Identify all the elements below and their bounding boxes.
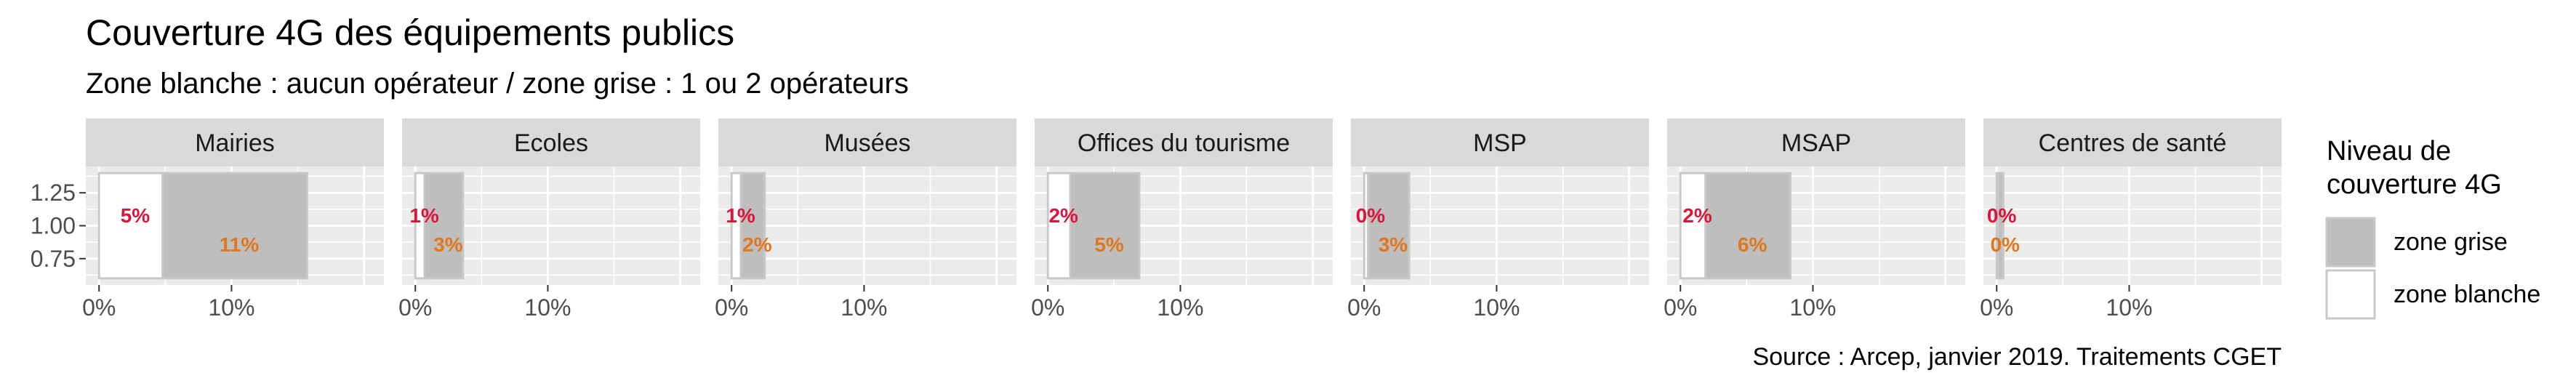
facet-strip: [1983, 118, 2282, 166]
y-tick-label: 0.75: [31, 246, 76, 272]
data-label-zone-grise: 6%: [1738, 233, 1768, 256]
x-tick-label: 10%: [2106, 294, 2152, 321]
facet-strip-label: Centres de santé: [2039, 129, 2227, 157]
data-label-zone-grise: 11%: [220, 233, 260, 256]
data-label-zone-blanche: 0%: [1356, 204, 1386, 227]
bar-zone-blanche: [1679, 172, 1707, 280]
data-label-zone-blanche: 1%: [409, 204, 439, 227]
facet-strip-label: Ecoles: [514, 129, 588, 157]
legend-key-zone-grise: [2325, 217, 2376, 268]
data-label-zone-blanche: 0%: [1987, 204, 2017, 227]
x-tick-label: 0%: [82, 294, 116, 321]
legend-item-label: zone blanche: [2394, 281, 2540, 308]
facet-panel: MSP 0% 3% 0% 10%: [1347, 118, 1649, 321]
data-label-zone-grise: 5%: [1094, 233, 1124, 256]
facet-strip: [86, 118, 384, 166]
chart-caption: Source : Arcep, janvier 2019. Traitement…: [1752, 343, 2282, 371]
bar-zone-grise: [1704, 172, 1791, 280]
facet-strip: [1667, 118, 1965, 166]
facet-panel: MSAP 2% 6% 0% 10%: [1664, 118, 1965, 321]
data-label-zone-grise: 3%: [433, 233, 463, 256]
facet-strip: [1035, 118, 1333, 166]
data-label-zone-blanche: 5%: [121, 204, 151, 227]
facet-strip-label: Mairies: [195, 129, 275, 157]
bar-zone-grise: [1069, 172, 1141, 280]
x-tick-label: 10%: [208, 294, 254, 321]
facet-panel: Offices du tourisme 2% 5% 0% 10%: [1031, 118, 1333, 321]
bar-zone-grise: [161, 172, 308, 280]
x-tick-label: 0%: [1664, 294, 1697, 321]
facet-strip-label: MSAP: [1781, 129, 1851, 157]
facet-panel: Ecoles 1% 3% 0% 10%: [398, 118, 700, 321]
facet-strip-label: Offices du tourisme: [1078, 129, 1290, 157]
data-label-zone-blanche: 2%: [1682, 204, 1712, 227]
facet-panel: Mairies 5% 11% 0% 10%: [82, 118, 384, 321]
y-tick-label: 1.00: [31, 213, 76, 239]
data-label-zone-blanche: 2%: [1048, 204, 1078, 227]
bar-zone-grise: [1367, 172, 1411, 280]
x-tick-label: 10%: [1789, 294, 1836, 321]
data-label-zone-blanche: 1%: [726, 204, 755, 227]
legend-key-zone-blanche: [2325, 269, 2376, 320]
facet-strip-label: MSP: [1473, 129, 1527, 157]
bar-zone-blanche: [1046, 172, 1072, 280]
facet-panels: 0.75 1.00 1.25 Mairies 5% 11% 0% 10% Ecoles 1% 3% 0…: [31, 118, 2282, 321]
bar-zone-grise: [739, 172, 766, 280]
facet-panel: Musées 1% 2% 0% 10%: [715, 118, 1016, 321]
legend-item-label: zone grise: [2394, 228, 2508, 256]
x-tick-label: 0%: [398, 294, 432, 321]
bar-zone-grise: [423, 172, 465, 280]
facet-strip-label: Musées: [824, 129, 910, 157]
facet-strip: [718, 118, 1016, 166]
x-tick-label: 10%: [1473, 294, 1520, 321]
x-tick-label: 10%: [524, 294, 571, 321]
x-tick-label: 0%: [1980, 294, 2013, 321]
bar-zone-grise: [1997, 172, 2005, 280]
x-tick-label: 0%: [715, 294, 748, 321]
x-tick-label: 0%: [1347, 294, 1381, 321]
chart-title: Couverture 4G des équipements publics: [86, 12, 734, 53]
data-label-zone-grise: 2%: [742, 233, 772, 256]
y-tick-label: 1.25: [31, 180, 76, 206]
data-label-zone-grise: 0%: [1990, 233, 2020, 256]
facet-panel: Centres de santé 0% 0% 0% 10%: [1980, 118, 2282, 321]
data-label-zone-grise: 3%: [1379, 233, 1408, 256]
x-tick-label: 0%: [1031, 294, 1064, 321]
legend-title: Niveau de: [2327, 136, 2451, 166]
x-tick-label: 10%: [840, 294, 887, 321]
legend-title: couverture 4G: [2327, 169, 2502, 200]
facet-strip: [1351, 118, 1649, 166]
chart-subtitle: Zone blanche : aucun opérateur / zone gr…: [86, 68, 909, 100]
facet-strip: [402, 118, 700, 166]
x-tick-label: 10%: [1157, 294, 1203, 321]
